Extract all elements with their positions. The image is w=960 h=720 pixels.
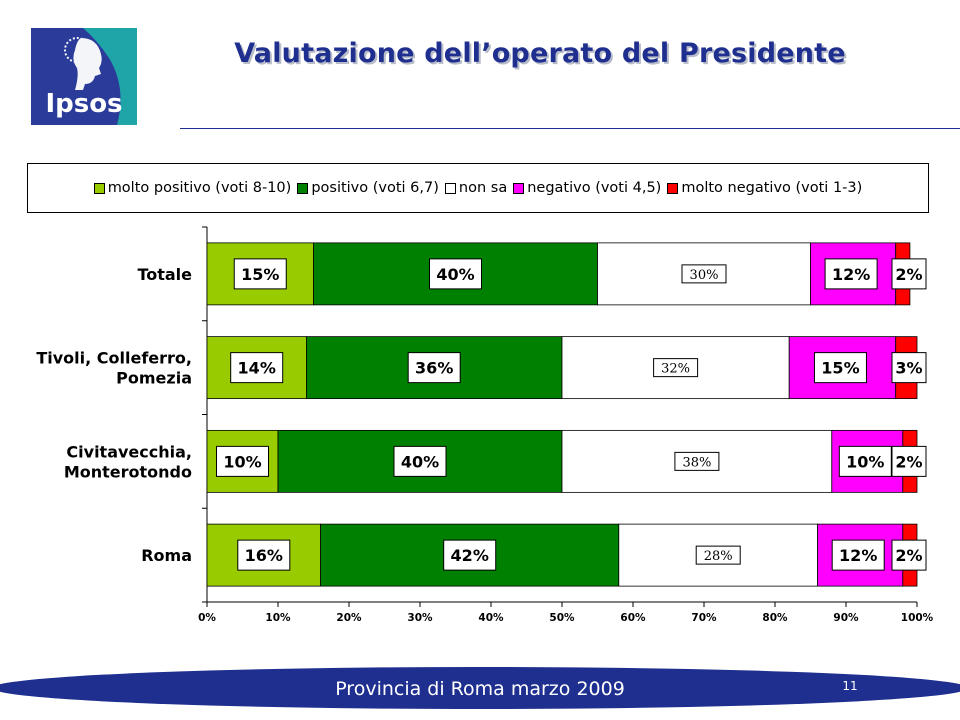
data-label: 32% bbox=[661, 362, 690, 377]
category-label: Roma bbox=[141, 546, 192, 565]
page-title: Valutazione dell’operato del Presidente bbox=[234, 38, 846, 69]
legend-swatch bbox=[513, 182, 525, 194]
data-label: 28% bbox=[704, 549, 733, 564]
data-label: 36% bbox=[415, 359, 453, 378]
legend-label: non sa bbox=[458, 180, 508, 196]
x-tick-label: 10% bbox=[265, 612, 291, 624]
data-label-box bbox=[891, 258, 927, 290]
category-label: Monterotondo bbox=[64, 462, 192, 481]
data-label: 12% bbox=[832, 265, 870, 284]
legend-item: molto negativo (voti 1-3) bbox=[667, 180, 862, 196]
data-label: 2% bbox=[895, 546, 922, 565]
data-label-box bbox=[891, 539, 927, 571]
data-label-box bbox=[230, 352, 284, 384]
footer-band bbox=[0, 667, 960, 709]
data-label-box bbox=[824, 258, 878, 290]
x-tick-label: 40% bbox=[478, 612, 504, 624]
x-tick-label: 20% bbox=[336, 612, 362, 624]
data-label-box bbox=[237, 539, 291, 571]
data-label: 38% bbox=[682, 455, 711, 470]
legend-item: non sa bbox=[444, 180, 508, 196]
data-label: 30% bbox=[690, 268, 719, 283]
legend-item: negativo (voti 4,5) bbox=[513, 180, 661, 196]
data-label: 2% bbox=[895, 265, 922, 284]
x-tick-label: 30% bbox=[407, 612, 433, 624]
category-label: Civitavecchia, bbox=[66, 442, 192, 461]
x-tick-label: 80% bbox=[762, 612, 788, 624]
title-divider bbox=[180, 128, 960, 129]
legend-item: molto positivo (voti 8-10) bbox=[93, 180, 292, 196]
page-number: 11 bbox=[842, 679, 858, 693]
data-label: 40% bbox=[436, 265, 474, 284]
data-label-box bbox=[695, 545, 741, 565]
legend-swatch bbox=[93, 182, 105, 194]
legend-label: molto negativo (voti 1-3) bbox=[681, 180, 863, 196]
data-label-box bbox=[216, 445, 269, 477]
data-label-box bbox=[891, 445, 927, 477]
data-label-box bbox=[813, 352, 867, 384]
x-tick-label: 70% bbox=[691, 612, 717, 624]
data-label-box bbox=[233, 258, 287, 290]
x-tick-label: 90% bbox=[833, 612, 859, 624]
data-label-box bbox=[681, 264, 727, 284]
ipsos-logo: Ipsos bbox=[31, 28, 137, 125]
data-label-box bbox=[831, 539, 885, 571]
tree-head-icon bbox=[64, 37, 102, 90]
legend-label: molto positivo (voti 8-10) bbox=[107, 180, 292, 196]
data-label: 16% bbox=[245, 546, 283, 565]
x-tick-label: 0% bbox=[198, 612, 216, 624]
category-label: Tivoli, Colleferro, bbox=[36, 349, 192, 368]
data-label-box bbox=[429, 258, 482, 290]
data-label: 42% bbox=[451, 546, 489, 565]
data-label-box bbox=[393, 445, 447, 477]
data-label-box bbox=[674, 451, 720, 471]
data-label: 10% bbox=[846, 452, 884, 471]
legend-swatch bbox=[444, 182, 456, 194]
chart-legend: molto positivo (voti 8-10) positivo (voti… bbox=[27, 163, 929, 213]
x-tick-label: 50% bbox=[549, 612, 575, 624]
data-label: 10% bbox=[223, 452, 261, 471]
data-label: 15% bbox=[821, 359, 859, 378]
data-label: 12% bbox=[839, 546, 877, 565]
data-label-box bbox=[891, 352, 927, 384]
x-tick-label: 60% bbox=[620, 612, 646, 624]
legend-swatch bbox=[297, 182, 309, 194]
data-label-box bbox=[838, 445, 892, 477]
category-label: Pomezia bbox=[116, 369, 192, 388]
legend-item: positivo (voti 6,7) bbox=[297, 180, 439, 196]
stacked-bar-chart: 0% 10% 20% 30% 40% 50% 60% 70% 80% 90% 100% Totale 1… bbox=[36, 226, 934, 624]
legend-swatch bbox=[667, 182, 679, 194]
footer-text: Provincia di Roma marzo 2009 bbox=[335, 678, 625, 700]
data-label: 3% bbox=[895, 359, 922, 378]
data-label-box bbox=[653, 358, 699, 378]
x-tick-label: 100% bbox=[901, 612, 934, 624]
data-label-box bbox=[407, 352, 461, 384]
category-label: Totale bbox=[137, 265, 192, 284]
legend-label: negativo (voti 4,5) bbox=[527, 180, 662, 196]
data-label: 15% bbox=[241, 265, 279, 284]
data-label: 2% bbox=[895, 452, 922, 471]
logo-text: Ipsos bbox=[45, 89, 122, 119]
legend-label: positivo (voti 6,7) bbox=[311, 180, 439, 196]
data-label: 40% bbox=[401, 452, 439, 471]
data-label-box bbox=[443, 539, 497, 571]
data-label: 14% bbox=[238, 359, 276, 378]
